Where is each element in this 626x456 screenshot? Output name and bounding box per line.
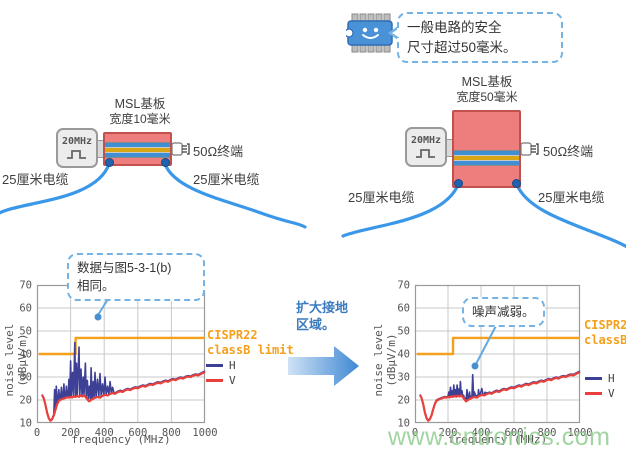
svg-text:10: 10 — [397, 418, 410, 430]
legend-swatch-v — [585, 392, 602, 395]
left-msl-board — [103, 132, 172, 166]
svg-text:30: 30 — [397, 372, 410, 384]
left-cispr-line2: classB limit — [207, 343, 294, 357]
left-terminator-label: 50Ω终端 — [193, 144, 244, 159]
svg-text:50: 50 — [397, 326, 410, 338]
right-chart-legend: H V — [585, 371, 615, 401]
right-emission-chart: 10 20 30 40 50 60 70 0 200 400 600 800 1000 — [397, 280, 592, 440]
legend-item-h: H — [206, 358, 236, 373]
legend-swatch-v — [206, 379, 223, 382]
chip-icon — [346, 13, 393, 53]
right-terminator-icon — [520, 142, 539, 156]
left-cable-label-left: 25厘米电缆 — [2, 172, 69, 187]
left-pulse-source: 20MHz — [56, 128, 98, 168]
right-msl-trace — [454, 150, 519, 166]
right-chart-ylabel: noise level (dBμV/m) — [372, 323, 398, 397]
legend-item-h: H — [585, 371, 615, 386]
left-cable-label-right: 25厘米电缆 — [193, 172, 260, 187]
right-board-title: MSL基板 宽度50毫米 — [437, 75, 537, 104]
right-cable-label-right: 25厘米电缆 — [538, 190, 605, 205]
right-board-title-line2: 宽度50毫米 — [456, 89, 518, 104]
right-cable-label-left: 25厘米电缆 — [348, 190, 415, 205]
right-cispr-line1: CISPR22 — [584, 318, 626, 332]
svg-text:600: 600 — [128, 427, 147, 439]
right-via-right — [512, 179, 521, 188]
left-msl-trace — [105, 142, 170, 158]
left-chart-legend: H V — [206, 358, 236, 388]
pulse-wave-icon — [416, 149, 435, 158]
legend-item-v: V — [585, 386, 615, 401]
svg-text:1000: 1000 — [192, 427, 217, 439]
svg-text:40: 40 — [397, 349, 410, 361]
left-via-right — [161, 158, 170, 167]
svg-text:200: 200 — [439, 427, 458, 439]
legend-label-h: H — [608, 372, 615, 385]
right-board-title-line1: MSL基板 — [461, 75, 513, 89]
svg-text:0: 0 — [34, 427, 40, 439]
left-cispr-limit-label: CISPR22 classB limit — [207, 328, 294, 358]
svg-text:70: 70 — [397, 280, 410, 292]
left-board-title-line2: 宽度10毫米 — [109, 111, 171, 126]
svg-text:400: 400 — [95, 427, 114, 439]
right-terminator-label: 50Ω终端 — [543, 144, 594, 159]
svg-text:600: 600 — [505, 427, 524, 439]
legend-label-v: V — [608, 387, 615, 400]
right-arrow-icon — [288, 346, 359, 386]
svg-text:60: 60 — [397, 303, 410, 315]
svg-text:800: 800 — [162, 427, 181, 439]
left-source-label: 20MHz — [61, 136, 93, 147]
svg-text:30: 30 — [19, 372, 32, 384]
svg-text:200: 200 — [61, 427, 80, 439]
chip-safety-line1: 一般电路的安全 — [407, 20, 502, 35]
legend-item-v: V — [206, 373, 236, 388]
left-via-left — [105, 158, 114, 167]
svg-text:40: 40 — [19, 349, 32, 361]
svg-text:70: 70 — [19, 280, 32, 292]
watermark: www.cntronics.com — [388, 423, 611, 451]
svg-text:50: 50 — [19, 326, 32, 338]
legend-swatch-h — [206, 364, 223, 367]
right-chart-callout: 噪声减弱。 — [462, 297, 545, 328]
left-chart-callout-line1: 数据与图5-3-1(b) — [77, 261, 172, 275]
left-emission-chart: 10 20 30 40 50 60 70 0 200 400 600 800 1000 — [19, 280, 217, 440]
svg-text:800: 800 — [538, 427, 557, 439]
svg-text:20: 20 — [19, 395, 32, 407]
right-via-left — [454, 179, 463, 188]
svg-text:10: 10 — [19, 418, 32, 430]
chip-safety-line2: 尺寸超过50毫米。 — [407, 39, 517, 55]
right-chart-xlabel: frequency (MHz) — [447, 433, 548, 446]
right-msl-board — [452, 110, 521, 188]
transition-label: 扩大接地 区域。 — [296, 300, 368, 334]
legend-swatch-h — [585, 377, 602, 380]
legend-label-h: H — [229, 359, 236, 372]
right-cispr-limit-label: CISPR22 classB limit — [584, 318, 626, 348]
left-board-title: MSL基板 宽度10毫米 — [95, 97, 185, 126]
svg-text:400: 400 — [472, 427, 491, 439]
left-chart-callout: 数据与图5-3-1(b) 相同。 — [67, 253, 205, 302]
svg-text:20: 20 — [397, 395, 410, 407]
right-pulse-source: 20MHz — [405, 127, 447, 167]
left-cispr-line1: CISPR22 — [207, 328, 258, 342]
pulse-wave-icon — [67, 150, 86, 159]
chip-safety-callout: 一般电路的安全 尺寸超过50毫米。 — [397, 12, 563, 64]
legend-label-v: V — [229, 374, 236, 387]
svg-text:0: 0 — [412, 427, 418, 439]
left-terminator-icon — [171, 142, 190, 156]
speech-bubble-tail-fill — [392, 28, 400, 38]
left-chart-callout-line2: 相同。 — [77, 279, 115, 294]
left-board-title-line1: MSL基板 — [114, 97, 166, 111]
right-chart-callout-text: 噪声减弱。 — [472, 305, 535, 319]
svg-text:1000: 1000 — [567, 427, 592, 439]
transition-line2: 区域。 — [296, 316, 336, 332]
left-chart-xlabel: frequency (MHz) — [71, 433, 171, 446]
svg-text:60: 60 — [19, 303, 32, 315]
transition-line1: 扩大接地 — [296, 300, 349, 315]
right-cispr-line2: classB limit — [584, 333, 626, 347]
right-source-label: 20MHz — [410, 135, 442, 146]
